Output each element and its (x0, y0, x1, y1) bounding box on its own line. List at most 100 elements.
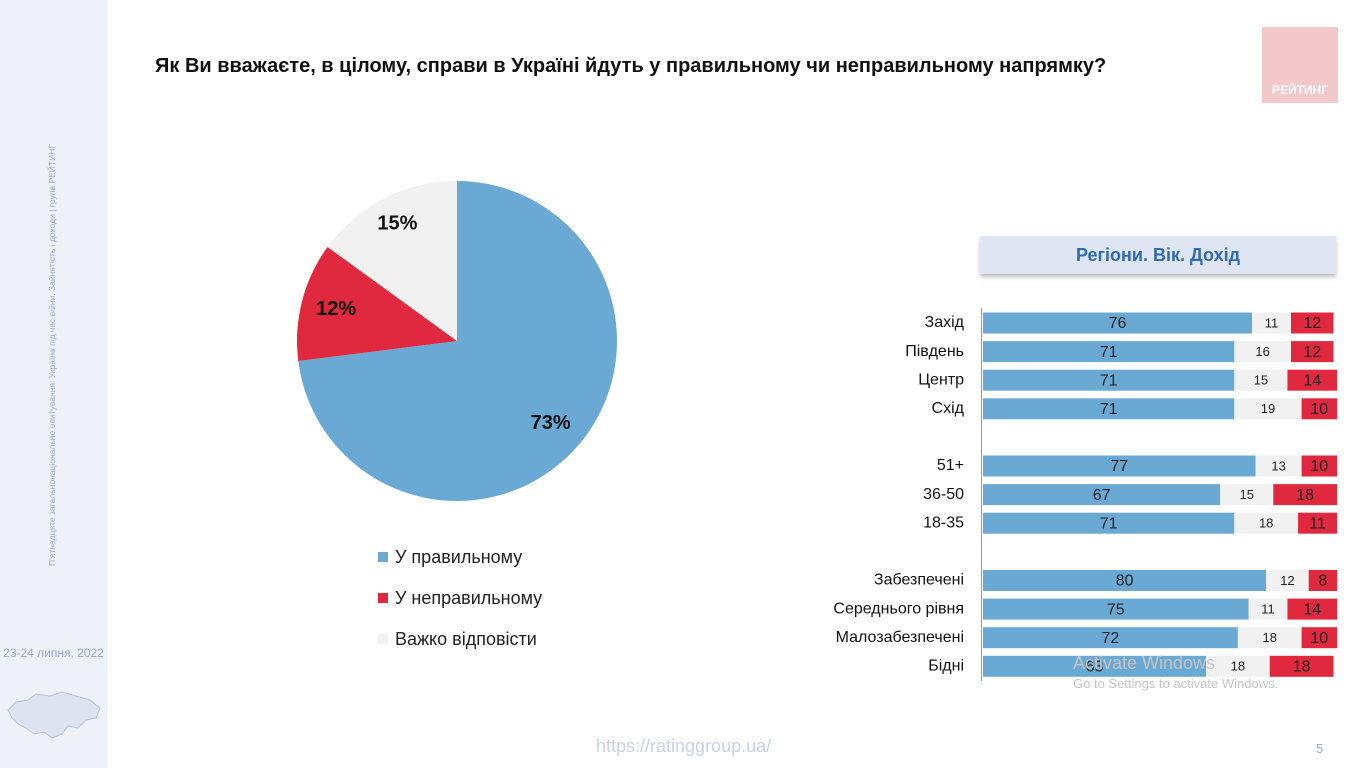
value-hard: 13 (1271, 458, 1285, 473)
legend-swatch-wrong (378, 593, 388, 603)
value-right: 63 (1086, 659, 1104, 676)
bar-right (983, 484, 1221, 506)
value-wrong: 18 (1293, 659, 1311, 676)
value-hard: 18 (1259, 516, 1273, 531)
bar-wrong (1290, 341, 1334, 363)
bar-category-label: Середнього рівня (833, 600, 964, 617)
pie-label-wrong: 12% (316, 298, 356, 320)
value-right: 75 (1107, 601, 1125, 618)
bar-hard (1266, 570, 1309, 591)
bar-wrong (1287, 369, 1337, 391)
bar-right (983, 655, 1207, 677)
value-hard: 15 (1254, 373, 1268, 388)
legend-item-wrong: У неправильному (378, 587, 542, 609)
bar-right (983, 398, 1235, 420)
bar-right (983, 369, 1235, 391)
bar-wrong (1301, 398, 1337, 420)
bar-hard (1220, 484, 1274, 506)
value-right: 71 (1100, 372, 1118, 389)
bar-hard (1234, 398, 1302, 420)
bar-hard (1234, 369, 1288, 391)
value-right: 80 (1116, 573, 1134, 590)
page-number: 5 (1316, 741, 1324, 756)
value-wrong: 10 (1310, 401, 1328, 418)
sidebar: П'ятнадцяте загальнонаціональне опитуван… (0, 0, 107, 768)
bar-wrong (1298, 512, 1337, 534)
bar-category-label: 36-50 (923, 486, 964, 503)
windows-activation-watermark: Activate Windows Go to Settings to activ… (1073, 653, 1278, 691)
bar-wrong (1273, 484, 1337, 506)
bar-category-label: Південь (905, 343, 964, 360)
legend-item-right: У правильному (378, 546, 522, 568)
legend-label: У неправильному (395, 587, 543, 608)
bar-hard (1237, 627, 1302, 649)
bar-right (983, 598, 1249, 620)
value-wrong: 12 (1303, 344, 1321, 361)
bar-wrong (1301, 455, 1337, 477)
bar-hard (1234, 512, 1299, 534)
legend-label: Важко відповісти (395, 628, 537, 649)
bar-category-label: 51+ (937, 457, 964, 474)
bar-category-label: Малозабезпечені (836, 629, 964, 646)
pie-label-hard: 15% (377, 212, 417, 234)
value-wrong: 14 (1303, 601, 1321, 618)
survey-date: 23-24 липня, 2022 (3, 646, 104, 660)
bar-right (983, 312, 1253, 334)
value-right: 71 (1100, 401, 1118, 418)
legend-label: У правильному (395, 546, 523, 567)
value-hard: 19 (1261, 401, 1275, 416)
bar-wrong (1308, 570, 1337, 591)
bar-right (983, 512, 1235, 534)
bar-hard (1255, 455, 1302, 477)
value-right: 77 (1110, 458, 1128, 475)
value-right: 67 (1093, 487, 1111, 504)
value-hard: 15 (1239, 487, 1253, 502)
bar-right (983, 455, 1256, 477)
bar-category-label: Бідні (928, 658, 964, 675)
value-wrong: 10 (1310, 458, 1328, 475)
value-right: 72 (1102, 630, 1120, 647)
value-hard: 18 (1231, 659, 1245, 674)
bar-category-label: Схід (932, 400, 965, 417)
legend-swatch-hard (378, 634, 388, 644)
value-right: 71 (1100, 344, 1118, 361)
value-right: 71 (1100, 515, 1118, 532)
value-right: 76 (1109, 315, 1127, 332)
pie-slice-wrong (297, 246, 457, 362)
value-hard: 11 (1265, 315, 1279, 330)
rating-logo: РЕЙТИНГ (1262, 27, 1338, 103)
bar-right (983, 341, 1235, 363)
value-hard: 16 (1255, 344, 1269, 359)
bar-category-label: Центр (918, 371, 964, 388)
value-wrong: 10 (1310, 630, 1328, 647)
value-hard: 12 (1280, 573, 1294, 588)
value-wrong: 14 (1303, 372, 1321, 389)
bar-category-label: Забезпечені (874, 572, 964, 589)
value-wrong: 12 (1303, 315, 1321, 332)
bar-category-label: 18-35 (923, 514, 964, 531)
value-wrong: 11 (1309, 515, 1326, 532)
bar-wrong (1287, 598, 1337, 620)
bar-right (983, 570, 1267, 591)
bar-wrong (1269, 655, 1334, 677)
bar-category-label: Захід (925, 314, 965, 331)
watermark-line1: Activate Windows (1073, 653, 1216, 673)
ukraine-map-icon (7, 691, 101, 739)
pie-slice-hard (327, 181, 457, 341)
bar-right (983, 627, 1238, 649)
logo-text: РЕЙТИНГ (1271, 83, 1329, 97)
value-hard: 11 (1261, 602, 1275, 617)
page-title: Як Ви вважаєте, в цілому, справи в Украї… (155, 55, 1107, 77)
bar-hard (1234, 341, 1291, 363)
legend-item-hard: Важко відповісти (378, 628, 537, 650)
value-wrong: 18 (1296, 487, 1314, 504)
bar-wrong (1290, 312, 1334, 334)
bar-hard (1248, 598, 1288, 620)
bar-wrong (1301, 627, 1337, 649)
bar-hard (1252, 312, 1291, 334)
footer-url[interactable]: https://ratinggroup.ua/ (596, 736, 772, 756)
bar-hard (1206, 655, 1270, 677)
bar-chart-title: Регіони. Вік. Дохід (980, 236, 1336, 274)
